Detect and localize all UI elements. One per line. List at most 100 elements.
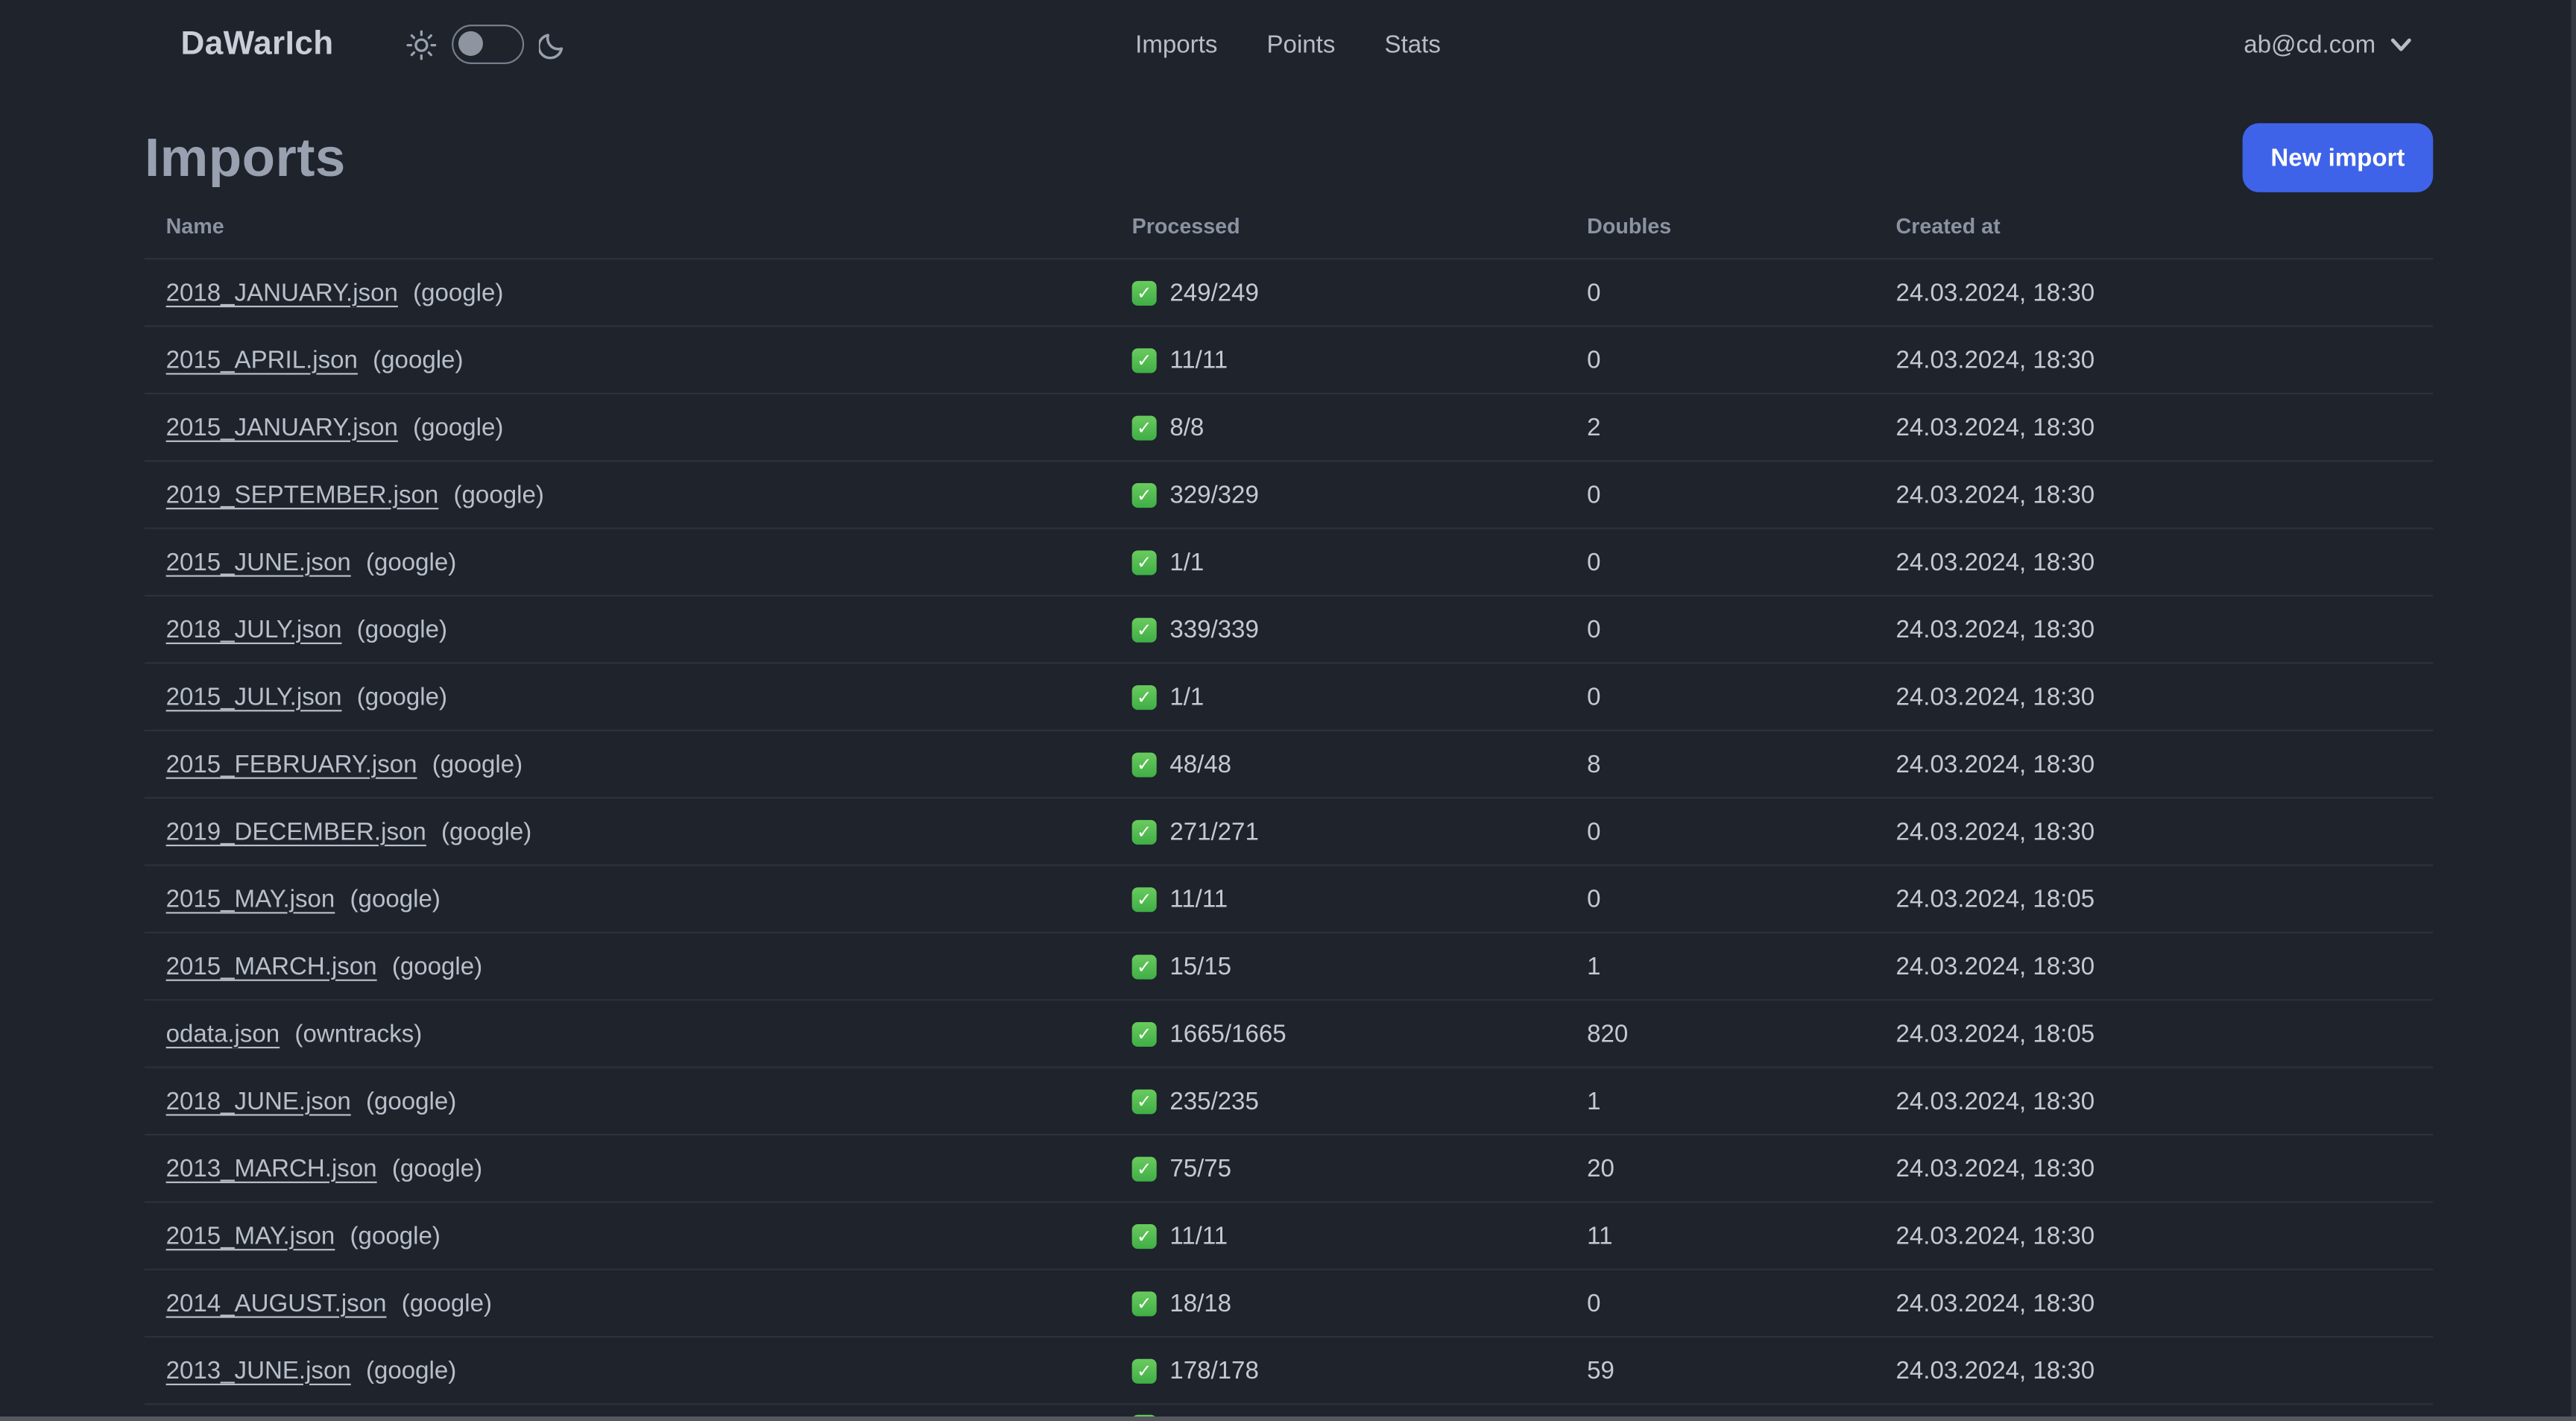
table-row: 2013_JUNE.json (google) 178/178 59 24.03…: [144, 1337, 2434, 1405]
success-check-icon: [1131, 347, 1157, 373]
table-row: 2013_MARCH.json (google) 75/75 20 24.03.…: [144, 1135, 2434, 1203]
doubles-count: 0: [1587, 345, 1601, 374]
import-source: (google): [441, 817, 532, 846]
success-check-icon: [1131, 819, 1157, 844]
created-at: 24.03.2024, 18:30: [1895, 952, 2095, 980]
import-source: (google): [391, 1154, 483, 1182]
import-file-link[interactable]: 2018_JANUARY.json: [165, 278, 398, 307]
nav-imports[interactable]: Imports: [1135, 30, 1218, 59]
processed-count: 178/178: [1169, 1356, 1259, 1384]
import-file-link[interactable]: 2013_JUNE.json: [165, 1356, 351, 1384]
processed-count: 1665/1665: [1169, 1019, 1287, 1048]
table-body: 2018_JANUARY.json (google) 249/249 0 24.…: [144, 259, 2434, 1421]
created-at: 24.03.2024, 18:30: [1895, 1087, 2095, 1115]
table-row: 2015_APRIL.json (google) 11/11 0 24.03.2…: [144, 327, 2434, 394]
doubles-count: 0: [1587, 1289, 1601, 1317]
table-row: 2015_JUNE.json (google) 1/1 0 24.03.2024…: [144, 529, 2434, 597]
import-source: (google): [350, 1221, 441, 1250]
table-row: 2015_MARCH.json (google) 15/15 1 24.03.2…: [144, 933, 2434, 1001]
column-header-created-at: Created at: [1895, 213, 2001, 239]
account-menu[interactable]: ab@cd.com: [2244, 0, 2411, 89]
sun-icon: [406, 29, 437, 60]
import-source: (google): [413, 413, 504, 441]
success-check-icon: [1131, 1088, 1157, 1114]
import-source: (google): [413, 278, 504, 307]
import-source: (google): [350, 884, 441, 913]
import-source: (google): [401, 1289, 493, 1317]
import-source: (google): [365, 1087, 457, 1115]
import-file-link[interactable]: 2018_JULY.json: [165, 615, 342, 643]
processed-count: 48/48: [1169, 750, 1232, 778]
doubles-count: 0: [1587, 278, 1601, 307]
column-header-doubles: Doubles: [1587, 213, 1672, 239]
processed-count: 1/1: [1169, 548, 1205, 576]
processed-count: 249/249: [1169, 278, 1259, 307]
import-file-link[interactable]: 2015_JUNE.json: [165, 548, 351, 576]
import-file-link[interactable]: 2015_FEBRUARY.json: [165, 750, 417, 778]
import-file-link[interactable]: 2019_DECEMBER.json: [165, 817, 426, 846]
main-nav: Imports Points Stats: [1135, 0, 1441, 89]
vertical-scrollbar[interactable]: [2571, 0, 2576, 1421]
nav-stats[interactable]: Stats: [1384, 30, 1441, 59]
table-row: 2015_MAY.json (google) 11/11 11 24.03.20…: [144, 1203, 2434, 1270]
import-file-link[interactable]: 2015_JULY.json: [165, 682, 342, 711]
table-row: 2018_JANUARY.json (google) 249/249 0 24.…: [144, 259, 2434, 327]
import-file-link[interactable]: 2019_SEPTEMBER.json: [165, 480, 439, 509]
table-row: 2014_AUGUST.json (google) 18/18 0 24.03.…: [144, 1270, 2434, 1338]
import-source: (owntracks): [294, 1019, 423, 1048]
new-import-button[interactable]: New import: [2242, 123, 2434, 192]
import-file-link[interactable]: 2018_JUNE.json: [165, 1087, 351, 1115]
created-at: 24.03.2024, 18:30: [1895, 615, 2095, 643]
import-file-link[interactable]: 2013_MARCH.json: [165, 1154, 377, 1182]
doubles-count: 820: [1587, 1019, 1629, 1048]
import-file-link[interactable]: 2015_MARCH.json: [165, 952, 377, 980]
doubles-count: 0: [1587, 615, 1601, 643]
table-row: 2019_DECEMBER.json (google) 271/271 0 24…: [144, 798, 2434, 866]
success-check-icon: [1131, 684, 1157, 710]
processed-count: 1/1: [1169, 682, 1205, 711]
import-source: (google): [356, 682, 448, 711]
success-check-icon: [1131, 752, 1157, 777]
success-check-icon: [1131, 415, 1157, 440]
success-check-icon: [1131, 1156, 1157, 1181]
import-source: (google): [373, 345, 464, 374]
created-at: 24.03.2024, 18:30: [1895, 817, 2095, 846]
import-file-link[interactable]: odata.json: [165, 1019, 280, 1048]
table-row: 2015_MAY.json (google) 11/11 0 24.03.202…: [144, 866, 2434, 933]
table-row: 2015_JULY.json (google) 1/1 0 24.03.2024…: [144, 664, 2434, 731]
processed-count: 271/271: [1169, 817, 1259, 846]
doubles-count: 2: [1587, 413, 1601, 441]
import-file-link[interactable]: 2015_MAY.json: [165, 1221, 335, 1250]
import-file-link[interactable]: 2014_AUGUST.json: [165, 1289, 387, 1317]
table-header-row: Name Processed Doubles Created at: [144, 194, 2434, 260]
column-header-name: Name: [165, 213, 224, 239]
page-title: Imports: [144, 126, 346, 188]
created-at: 24.03.2024, 18:30: [1895, 548, 2095, 576]
import-file-link[interactable]: 2015_MAY.json: [165, 884, 335, 913]
horizontal-scrollbar[interactable]: [0, 1416, 2576, 1421]
moon-icon: [538, 34, 564, 60]
doubles-count: 0: [1587, 480, 1601, 509]
success-check-icon: [1131, 280, 1157, 305]
success-check-icon: [1131, 1223, 1157, 1249]
import-source: (google): [356, 615, 448, 643]
import-file-link[interactable]: 2015_JANUARY.json: [165, 413, 398, 441]
success-check-icon: [1131, 1021, 1157, 1046]
import-source: (google): [432, 750, 523, 778]
table-row: odata.json (owntracks) 1665/1665 820 24.…: [144, 1001, 2434, 1068]
navbar: DaWarIch: [0, 0, 2576, 89]
theme-toggle[interactable]: [452, 25, 525, 64]
table-row: 2018_JULY.json (google) 339/339 0 24.03.…: [144, 596, 2434, 664]
table-row: 2015_JANUARY.json (google) 8/8 2 24.03.2…: [144, 394, 2434, 462]
nav-points[interactable]: Points: [1266, 30, 1336, 59]
app-logo[interactable]: DaWarIch: [180, 25, 334, 62]
import-source: (google): [391, 952, 483, 980]
import-file-link[interactable]: 2015_APRIL.json: [165, 345, 358, 374]
account-email: ab@cd.com: [2244, 30, 2376, 59]
created-at: 24.03.2024, 18:30: [1895, 1154, 2095, 1182]
table-row: 2018_JUNE.json (google) 235/235 1 24.03.…: [144, 1068, 2434, 1136]
processed-count: 15/15: [1169, 952, 1232, 980]
imports-table: Name Processed Doubles Created at 2018_J…: [144, 194, 2434, 1421]
table-row: 2019_SEPTEMBER.json (google) 329/329 0 2…: [144, 461, 2434, 529]
created-at: 24.03.2024, 18:30: [1895, 480, 2095, 509]
